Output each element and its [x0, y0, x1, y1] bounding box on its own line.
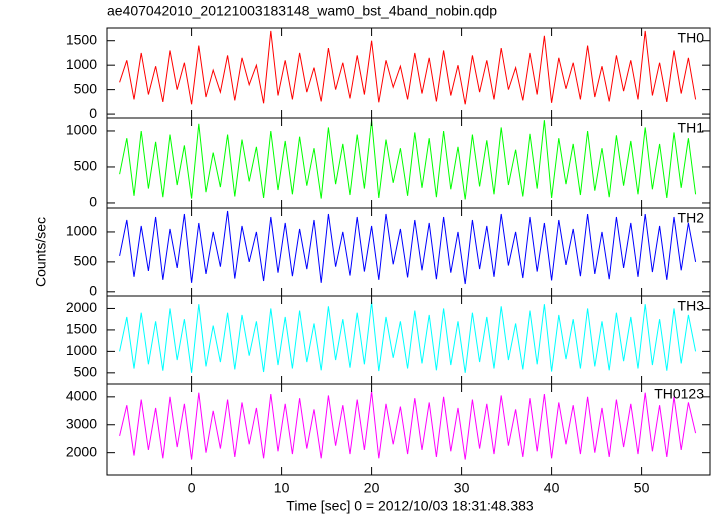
- y-tick-label: 2000: [66, 299, 97, 315]
- y-tick-label: 500: [74, 253, 98, 269]
- x-tick-label: 20: [364, 480, 380, 496]
- panel-label: TH0123: [654, 386, 704, 402]
- data-line: [119, 391, 697, 460]
- y-tick-label: 1000: [66, 122, 97, 138]
- y-tick-label: 0: [89, 105, 97, 121]
- y-tick-label: 0: [89, 194, 97, 210]
- data-line: [119, 210, 697, 285]
- chart-title: ae407042010_20121003183148_wam0_bst_4ban…: [107, 3, 497, 19]
- panel-label: TH1: [678, 120, 705, 136]
- panel-frame: [106, 295, 711, 385]
- panel-frame: [106, 117, 711, 209]
- y-tick-label: 1000: [66, 56, 97, 72]
- y-axis-label: Counts/sec: [33, 217, 49, 287]
- y-tick-label: 1000: [66, 223, 97, 239]
- panel-frame: [106, 207, 711, 297]
- y-tick-label: 3000: [66, 415, 97, 431]
- x-tick-label: 30: [454, 480, 470, 496]
- panel-label: TH0: [678, 30, 705, 46]
- data-line: [119, 30, 697, 105]
- y-tick-label: 500: [74, 80, 98, 96]
- x-tick-label: 10: [274, 480, 290, 496]
- x-tick-label: 50: [634, 480, 650, 496]
- y-tick-label: 2000: [66, 443, 97, 459]
- y-tick-label: 1500: [66, 321, 97, 337]
- x-tick-label: 40: [544, 480, 560, 496]
- y-tick-label: 1000: [66, 342, 97, 358]
- data-line: [119, 120, 697, 200]
- y-tick-label: 4000: [66, 388, 97, 404]
- y-tick-label: 500: [74, 158, 98, 174]
- y-tick-label: 500: [74, 364, 98, 380]
- x-tick-label: 0: [188, 480, 196, 496]
- panel-label: TH3: [678, 298, 705, 314]
- data-line: [119, 301, 697, 373]
- panel-frame: [106, 383, 711, 476]
- y-tick-label: 1500: [66, 31, 97, 47]
- panel-label: TH2: [678, 210, 705, 226]
- x-axis-label: Time [sec] 0 = 2012/10/03 18:31:48.383: [286, 498, 534, 514]
- y-tick-label: 0: [89, 283, 97, 299]
